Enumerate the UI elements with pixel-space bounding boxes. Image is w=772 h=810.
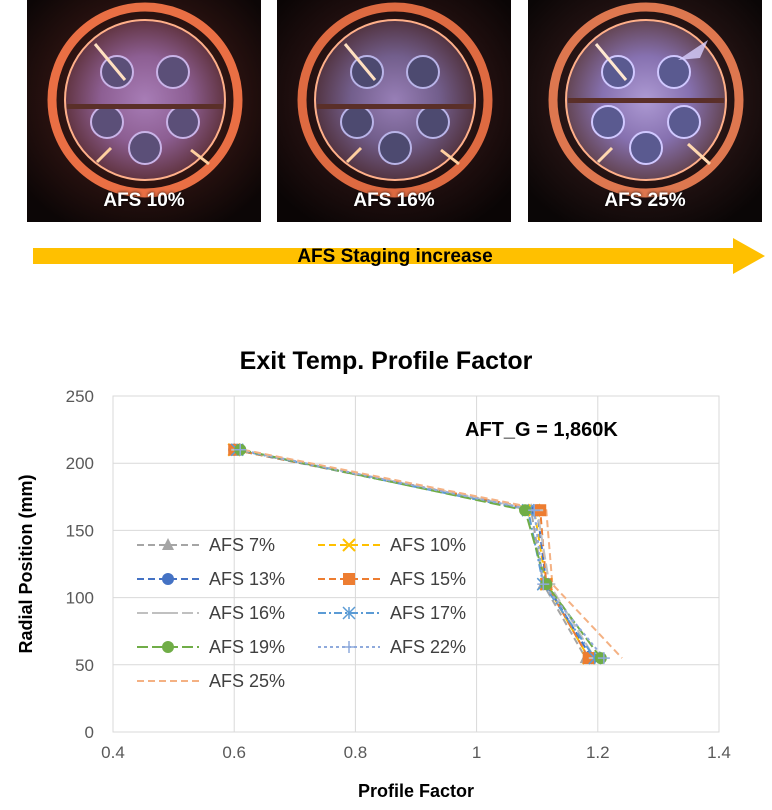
legend-item: AFS 13% [137, 569, 285, 589]
photo-label: AFS 10% [103, 190, 185, 211]
legend-item: AFS 17% [318, 603, 466, 623]
flame-photo-afs-10: AFS 10% [27, 0, 261, 222]
legend-label: AFS 19% [209, 637, 285, 657]
legend-label: AFS 15% [390, 569, 466, 589]
arrow-label: AFS Staging increase [297, 246, 492, 267]
flame-photo-afs-16: AFS 16% [277, 0, 511, 222]
data-point [597, 652, 610, 665]
legend-marker [162, 538, 174, 550]
series-markers [227, 442, 610, 665]
legend-label: AFS 7% [209, 535, 275, 555]
series-line [234, 448, 587, 659]
combustor-flame-image [27, 0, 261, 222]
photo-label: AFS 16% [353, 190, 435, 211]
legend-marker [162, 573, 174, 585]
photo-label: AFS 25% [604, 190, 686, 211]
legend-label: AFS 25% [209, 671, 285, 691]
legend-item: AFS 25% [137, 671, 285, 691]
legend-marker [162, 641, 174, 653]
staging-increase-arrow: AFS Staging increase [33, 238, 765, 274]
legend-marker [343, 641, 355, 653]
legend-item: AFS 10% [318, 535, 466, 555]
chart-title: Exit Temp. Profile Factor [240, 347, 533, 375]
data-point [234, 443, 247, 456]
legend-item: AFS 19% [137, 637, 285, 657]
legend-marker [343, 573, 355, 585]
legend-item: AFS 15% [318, 569, 466, 589]
combustor-flame-image [528, 0, 762, 222]
x-tick-label: 1 [472, 743, 481, 762]
series-line [234, 448, 590, 659]
legend-marker [342, 606, 356, 620]
flame-photo-afs-25: AFS 25% [528, 0, 762, 222]
x-tick-label: 1.4 [707, 743, 731, 762]
data-point [537, 578, 550, 591]
y-tick-label: 100 [66, 589, 94, 608]
data-point [528, 504, 541, 517]
y-tick-label: 200 [66, 454, 94, 473]
legend-item: AFS 22% [318, 637, 466, 657]
plot-area [112, 395, 720, 733]
legend-label: AFS 13% [209, 569, 285, 589]
y-tick-label: 150 [66, 521, 94, 540]
arrow-shape [33, 238, 765, 274]
legend-item: AFS 16% [137, 603, 285, 623]
x-tick-labels: 0.4 0.6 0.8 1 1.2 1.4 [101, 743, 731, 762]
y-tick-label: 0 [85, 723, 94, 742]
x-tick-label: 0.6 [222, 743, 246, 762]
annotation-aft-g: AFT_G = 1,860K [465, 419, 618, 441]
data-point [519, 504, 532, 517]
x-axis-label: Profile Factor [358, 781, 474, 801]
y-tick-label: 50 [75, 656, 94, 675]
x-tick-label: 0.8 [344, 743, 368, 762]
legend-label: AFS 10% [390, 535, 466, 555]
x-tick-label: 1.2 [586, 743, 610, 762]
legend: AFS 7% AFS 10% AFS 13% AFS 15% AFS 16% AFS 17… [137, 535, 466, 691]
legend-label: AFS 17% [390, 603, 466, 623]
series-line [243, 448, 623, 659]
y-axis-label: Radial Position (mm) [16, 474, 36, 653]
legend-item: AFS 7% [137, 535, 275, 555]
legend-label: AFS 16% [209, 603, 285, 623]
legend-label: AFS 22% [390, 637, 466, 657]
x-tick-label: 0.4 [101, 743, 125, 762]
series-line [240, 448, 605, 659]
y-tick-label: 250 [66, 387, 94, 406]
y-tick-labels: 0 50 100 150 200 250 [66, 387, 94, 742]
profile-factor-chart: Exit Temp. Profile Factor 0.4 0.6 0.8 1 1.2 1… [16, 347, 731, 801]
legend-marker [342, 538, 356, 552]
series-lines [234, 448, 623, 659]
combustor-flame-image [277, 0, 511, 222]
gridlines [112, 395, 720, 733]
